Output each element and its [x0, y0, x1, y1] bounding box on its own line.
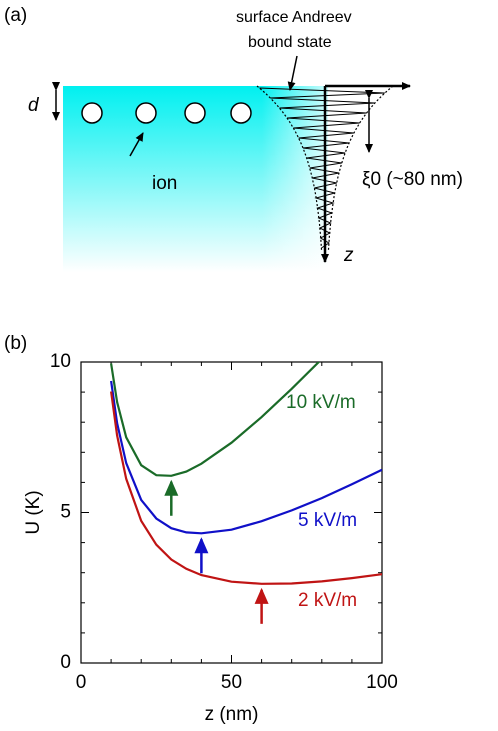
- d-label: d: [28, 95, 40, 116]
- series-line: [110, 362, 321, 477]
- ion-arrow: [129, 132, 144, 157]
- x-tick-label: 50: [221, 672, 242, 693]
- wave-line: [259, 87, 385, 249]
- ion: [81, 102, 103, 124]
- state-label: surface Andreev: [236, 9, 352, 26]
- y-tick-label: 10: [50, 351, 71, 372]
- state-label: bound state: [248, 34, 332, 51]
- ion: [184, 102, 206, 124]
- state-arrow: [287, 55, 298, 91]
- panel-label: (a): [4, 5, 27, 26]
- series-line: [110, 391, 382, 585]
- min-arrow-head: [254, 587, 269, 604]
- x-axis-label: z (nm): [205, 704, 259, 725]
- y-axis-label: U (K): [23, 490, 44, 534]
- xi-label: ξ0 (~80 nm): [362, 169, 463, 190]
- chart: 0 50 100 0 5 10 z (nm) U (K) 10 kV/m 5 kV/m 2 kV/m: [23, 351, 398, 725]
- ions: [81, 102, 252, 124]
- min-arrow-head: [194, 537, 209, 554]
- panel-label: (b): [4, 333, 27, 354]
- min-arrow-head: [164, 479, 179, 496]
- wave: [256, 85, 394, 252]
- x-tick-label: 100: [366, 672, 398, 693]
- ion-label: ion: [152, 173, 177, 194]
- ion: [230, 102, 252, 124]
- x-tick-label: 0: [76, 672, 87, 693]
- plot-frame: [80, 361, 383, 664]
- series-label: 10 kV/m: [286, 392, 356, 413]
- series-label: 2 kV/m: [298, 590, 357, 611]
- z-label: z: [343, 245, 354, 266]
- series-label: 5 kV/m: [298, 510, 357, 531]
- y-tick-label: 5: [60, 502, 71, 523]
- y-tick-label: 0: [60, 652, 71, 673]
- ion: [135, 102, 157, 124]
- series-line: [110, 380, 382, 535]
